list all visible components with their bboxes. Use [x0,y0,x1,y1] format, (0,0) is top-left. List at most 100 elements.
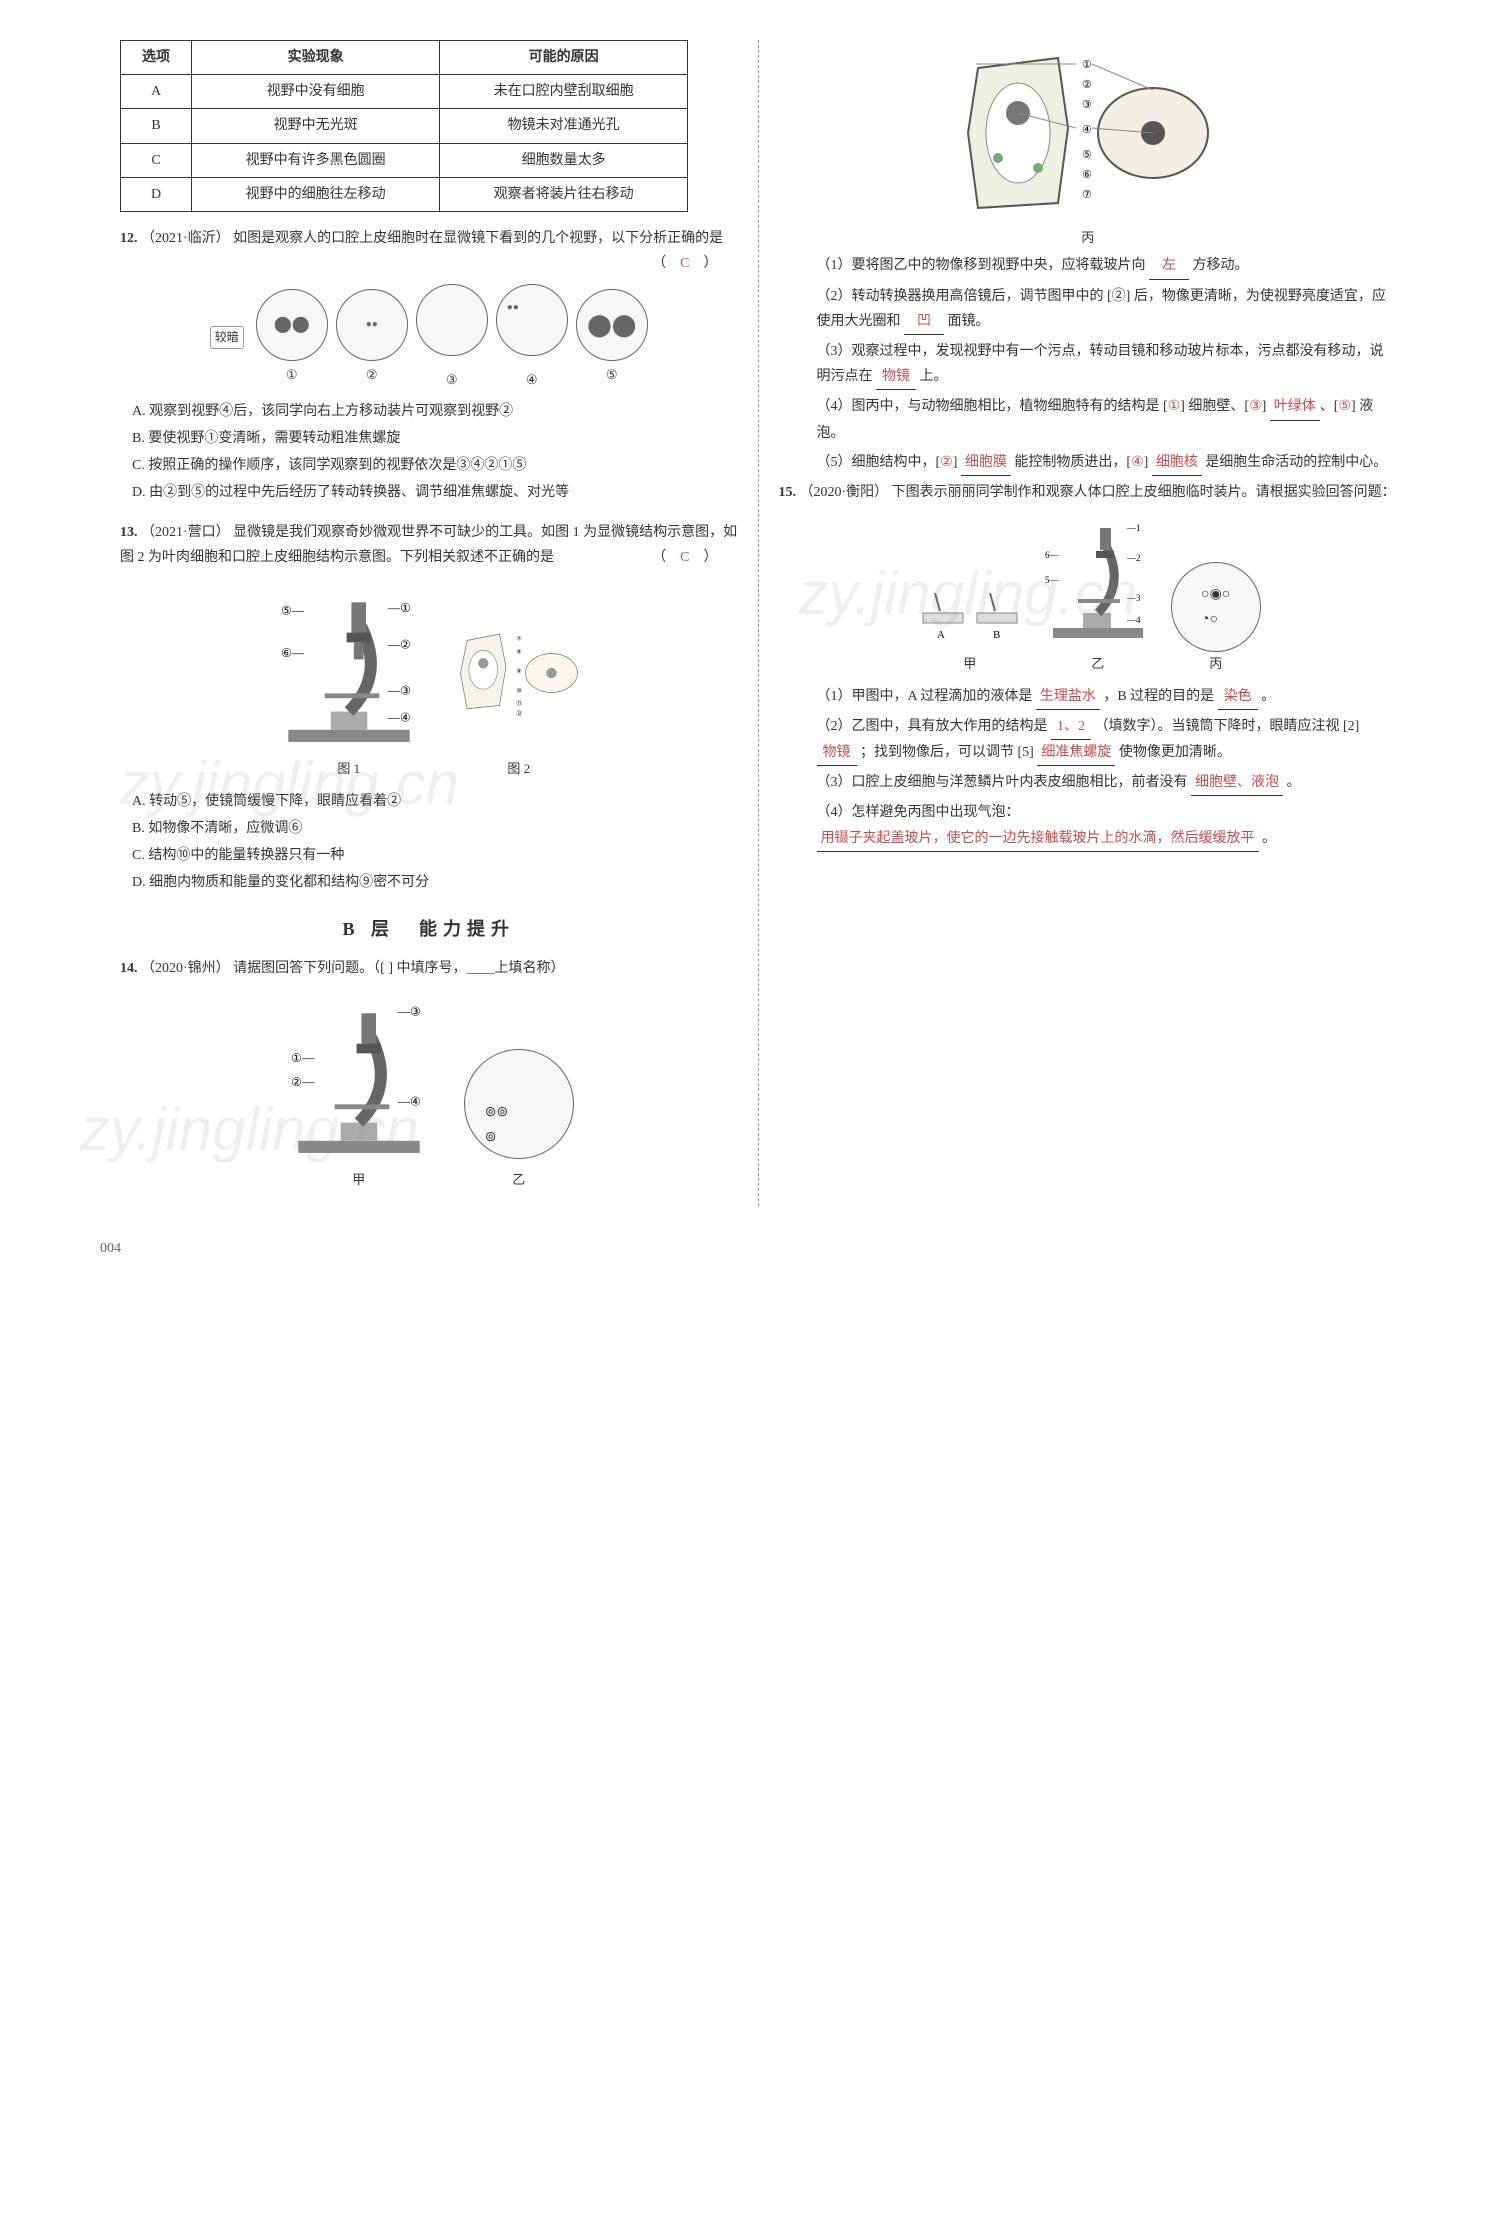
svg-text:B: B [993,629,1000,641]
q13-opt-c: C. 结构⑩中的能量转换器只有一种 [120,843,738,868]
q14-sub2: （2）转动转换器换用高倍镜后，调节图甲中的 [②] 后，物像更清晰，为使视野亮度… [817,284,1398,335]
q12-source: （2021·临沂） [141,231,230,246]
q15-sub1: （1）甲图中，A 过程滴加的液体是 生理盐水 ，B 过程的目的是 染色 。 [817,684,1398,710]
svg-text:④: ④ [1082,124,1092,136]
svg-text:②: ② [1082,79,1092,91]
field-5: ⬤⬤ [576,289,648,361]
q14-sub1: （1）要将图乙中的物像移到视野中央，应将载玻片向 左 方移动。 [817,253,1398,279]
table-row: D 视野中的细胞往左移动 观察者将装片往右移动 [121,177,688,211]
q14-sub3: （3）观察过程中，发现视野中有一个污点，转动目镜和移动玻片标本，污点都没有移动，… [817,339,1398,390]
svg-text:⑤: ⑤ [1082,149,1092,161]
table-row: A 视野中没有细胞 未在口腔内壁刮取细胞 [121,75,688,109]
right-column: ① ② ③ ④ ⑤ ⑥ ⑦ 丙 （1）要将图乙中的物像移到视野中央，应将载玻片向 [759,40,1418,1206]
fig-yi-label: 乙 [464,1168,574,1191]
q15-sub3: （3）口腔上皮细胞与洋葱鳞片叶内表皮细胞相比，前者没有 细胞壁、液泡 。 [817,770,1398,796]
svg-text:—④: —④ [387,710,411,724]
q15-jia: 甲 [915,652,1025,675]
q13-opt-b: B. 如物像不清晰，应微调⑥ [120,816,738,841]
svg-text:⑧: ⑧ [516,649,521,656]
field-yi: ⊚⊚⊚ [464,1049,574,1159]
q12-opt-b: B. 要使视野①变清晰，需要转动粗准焦螺旋 [120,426,738,451]
field-3 [416,284,488,356]
svg-text:⑨: ⑨ [516,668,521,675]
q15-stem: 下图表示丽丽同学制作和观察人体口腔上皮细胞临时装片。请根据实验回答问题： [892,485,1396,500]
q14-sub5: （5）细胞结构中，[②] 细胞膜 能控制物质进出，[④] 细胞核 是细胞生命活动… [817,450,1398,476]
svg-text:—③: —③ [387,684,411,698]
svg-text:6—: 6— [1045,550,1060,560]
svg-text:③: ③ [1082,99,1092,111]
microscope-icon: ⑤— ⑥— —① —② —③ —④ [274,578,424,748]
options-table: 选项 实验现象 可能的原因 A 视野中没有细胞 未在口腔内壁刮取细胞 B 视野中… [120,40,688,212]
svg-text:—4: —4 [1126,615,1141,625]
fig-bing-label: 丙 [779,226,1398,249]
svg-text:—1: —1 [1126,523,1141,533]
svg-text:—③: —③ [397,1005,421,1019]
svg-text:—2: —2 [1126,553,1141,563]
q15-source: （2020·衡阳） [800,485,889,500]
q12-number: 12. [120,231,138,246]
q14-sub4: （4）图丙中，与动物细胞相比，植物细胞特有的结构是 [①] 细胞壁、[③] 叶绿… [817,394,1398,445]
question-12: 12. （2021·临沂） 如图是观察人的口腔上皮细胞时在显微镜下看到的几个视野… [120,226,738,506]
svg-text:—②: —② [387,637,411,651]
q13-answer-paren: （ C ） [652,545,717,570]
dim-tag: 较暗 [210,326,244,350]
q15-yi: 乙 [1043,652,1153,675]
q15-sub2: （2）乙图中，具有放大作用的结构是 1、2 （填数字）。当镜筒下降时，眼睛应注视… [817,714,1398,766]
q15-subs: （1）甲图中，A 过程滴加的液体是 生理盐水 ，B 过程的目的是 染色 。 （2… [779,684,1398,852]
field-bing: ○◉○◔○ [1171,562,1261,652]
q15-sub4: （4）怎样避免丙图中出现气泡： 用镊子夹起盖玻片，使它的一边先接触载玻片上的水滴… [817,800,1398,851]
page-number: 004 [100,1236,1417,1261]
q14-s2-blank: 凹 [904,309,944,335]
q14-source: （2020·锦州） [141,961,230,976]
th-reason: 可能的原因 [440,41,688,75]
svg-text:⑦: ⑦ [516,636,521,643]
q12-answer-paren: （ C ） [652,251,717,276]
section-b-title: B 层 能力提升 [120,913,738,945]
q13-number: 13. [120,525,138,540]
q15-number: 15. [779,485,797,500]
q14-s3-blank: 物镜 [876,364,916,390]
q15-figures: A B 甲 —1 [779,513,1398,676]
q12-opt-d: D. 由②到⑤的过程中先后经历了转动转换器、调节细准焦螺旋、对光等 [120,480,738,505]
q14-subs: （1）要将图乙中的物像移到视野中央，应将载玻片向 左 方移动。 （2）转动转换器… [779,253,1398,476]
svg-text:A: A [937,629,945,641]
field-1: ⬤⬤ [256,289,328,361]
q12-answer: C [680,256,689,271]
slide-prep-icon: A B [915,563,1025,643]
question-14: 14. （2020·锦州） 请据图回答下列问题。（[ ] 中填序号，____上填… [120,956,738,1192]
svg-text:⑫: ⑫ [516,709,522,717]
table-row: B 视野中无光斑 物镜未对准通光孔 [121,109,688,143]
q13-figures: ⑤— ⑥— —① —② —③ —④ 图 1 [120,578,738,781]
q13-opt-a: A. 转动⑤，使镜筒缓慢下降，眼睛应看着② [120,789,738,814]
q12-opt-c: C. 按照正确的操作顺序，该同学观察到的视野依次是③④②①⑤ [120,453,738,478]
microscope-icon: —1 —2 —3 —4 6— 5— [1043,513,1153,643]
svg-text:②—: ②— [291,1075,315,1089]
plant-animal-cell-icon: ① ② ③ ④ ⑤ ⑥ ⑦ [958,48,1218,218]
question-13: 13. （2021·营口） 显微镜是我们观察奇妙微观世界不可缺少的工具。如图 1… [120,520,738,896]
q12-opt-a: A. 观察到视野④后，该同学向右上方移动装片可观察到视野② [120,399,738,424]
fig-jia-label: 甲 [284,1168,434,1191]
svg-text:⑤—: ⑤— [281,603,305,617]
q12-stem: 如图是观察人的口腔上皮细胞时在显微镜下看到的几个视野，以下分析正确的是 [233,231,723,246]
q12-figures: 较暗 ⬤⬤ ① ●● ② ③ ●● ④ ⬤⬤ [120,284,738,391]
q14-figures-left: —③ ①— ②— —④ 甲 ⊚⊚⊚ 乙 [120,989,738,1192]
q15-bing: 丙 [1171,652,1261,675]
q14-figure-bing: ① ② ③ ④ ⑤ ⑥ ⑦ [779,48,1398,218]
cell-diagram-icon: ⑦ ⑧ ⑨ ⑩ ⑪ ⑫ [454,598,584,748]
q13-opt-d: D. 细胞内物质和能量的变化都和结构⑨密不可分 [120,870,738,895]
svg-text:⑩: ⑩ [516,688,521,695]
q14-number: 14. [120,961,138,976]
svg-text:—3: —3 [1126,593,1141,603]
q14-s1-blank: 左 [1149,253,1189,279]
svg-text:5—: 5— [1045,575,1060,585]
fig1-label: 图 1 [274,757,424,780]
q14-stem: 请据图回答下列问题。（[ ] 中填序号，____上填名称） [233,961,564,976]
left-column: 选项 实验现象 可能的原因 A 视野中没有细胞 未在口腔内壁刮取细胞 B 视野中… [100,40,759,1206]
svg-text:—①: —① [387,601,411,615]
svg-text:⑪: ⑪ [516,700,522,708]
q13-answer: C [680,550,689,565]
field-4: ●● [496,284,568,356]
svg-text:—④: —④ [397,1094,421,1108]
svg-text:⑥—: ⑥— [281,646,305,660]
th-phenomenon: 实验现象 [192,41,440,75]
